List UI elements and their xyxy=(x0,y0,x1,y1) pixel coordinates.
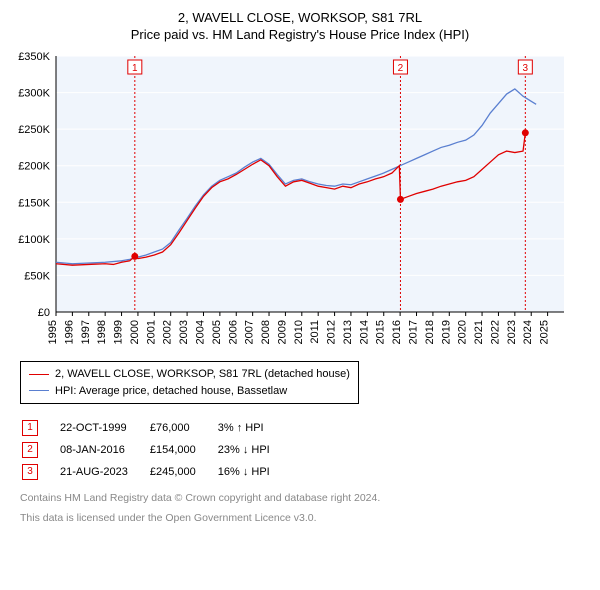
svg-text:1997: 1997 xyxy=(80,320,92,344)
sale-price: £76,000 xyxy=(150,418,216,438)
svg-text:2: 2 xyxy=(398,63,404,74)
svg-text:2008: 2008 xyxy=(260,320,272,344)
svg-text:£250K: £250K xyxy=(18,124,50,136)
svg-text:£0: £0 xyxy=(38,307,50,319)
svg-text:£50K: £50K xyxy=(24,270,50,282)
svg-text:1995: 1995 xyxy=(47,320,59,344)
svg-text:2007: 2007 xyxy=(244,320,256,344)
svg-text:2001: 2001 xyxy=(145,320,157,344)
svg-text:2015: 2015 xyxy=(375,320,387,344)
svg-text:2013: 2013 xyxy=(342,320,354,344)
chart-subtitle: Price paid vs. HM Land Registry's House … xyxy=(10,27,590,42)
svg-text:2024: 2024 xyxy=(522,320,534,344)
svg-text:£300K: £300K xyxy=(18,88,50,100)
sale-delta: 23% ↓ HPI xyxy=(218,440,290,460)
svg-text:2000: 2000 xyxy=(129,320,141,344)
svg-text:2025: 2025 xyxy=(539,320,551,344)
svg-text:£100K: £100K xyxy=(18,234,50,246)
svg-text:1996: 1996 xyxy=(63,320,75,344)
svg-text:2021: 2021 xyxy=(473,320,485,344)
svg-text:£200K: £200K xyxy=(18,161,50,173)
svg-text:2006: 2006 xyxy=(227,320,239,344)
svg-text:2009: 2009 xyxy=(276,320,288,344)
svg-text:£350K: £350K xyxy=(18,51,50,63)
sale-row: 1 22-OCT-1999 £76,000 3% ↑ HPI xyxy=(22,418,290,438)
legend-swatch-hpi xyxy=(29,390,49,391)
legend-label-hpi: HPI: Average price, detached house, Bass… xyxy=(55,383,287,400)
svg-text:2020: 2020 xyxy=(457,320,469,344)
line-chart: £0 £50K £100K £150K £200K £250K £300K £350K 1995… xyxy=(10,50,570,350)
legend-swatch-price xyxy=(29,374,49,375)
svg-text:2010: 2010 xyxy=(293,320,305,344)
sales-table: 1 22-OCT-1999 £76,000 3% ↑ HPI2 08-JAN-2… xyxy=(20,416,292,484)
sale-marker: 1 xyxy=(22,420,38,436)
sale-delta: 3% ↑ HPI xyxy=(218,418,290,438)
sale-price: £245,000 xyxy=(150,462,216,482)
svg-text:2023: 2023 xyxy=(506,320,518,344)
sale-row: 3 21-AUG-2023 £245,000 16% ↓ HPI xyxy=(22,462,290,482)
svg-text:£150K: £150K xyxy=(18,197,50,209)
sale-date: 22-OCT-1999 xyxy=(60,418,148,438)
svg-text:2019: 2019 xyxy=(440,320,452,344)
sale-date: 08-JAN-2016 xyxy=(60,440,148,460)
legend-row-hpi: HPI: Average price, detached house, Bass… xyxy=(29,383,350,400)
legend-row-price: 2, WAVELL CLOSE, WORKSOP, S81 7RL (detac… xyxy=(29,366,350,383)
sale-delta: 16% ↓ HPI xyxy=(218,462,290,482)
legend: 2, WAVELL CLOSE, WORKSOP, S81 7RL (detac… xyxy=(20,361,359,404)
sale-price: £154,000 xyxy=(150,440,216,460)
svg-text:2004: 2004 xyxy=(194,320,206,344)
footer-line-2: This data is licensed under the Open Gov… xyxy=(20,512,580,524)
sale-row: 2 08-JAN-2016 £154,000 23% ↓ HPI xyxy=(22,440,290,460)
footer-line-1: Contains HM Land Registry data © Crown c… xyxy=(20,492,580,504)
sale-marker: 3 xyxy=(22,464,38,480)
sale-date: 21-AUG-2023 xyxy=(60,462,148,482)
chart-area: £0 £50K £100K £150K £200K £250K £300K £350K 1995… xyxy=(10,50,590,353)
svg-text:2016: 2016 xyxy=(391,320,403,344)
sale-marker: 2 xyxy=(22,442,38,458)
svg-text:2018: 2018 xyxy=(424,320,436,344)
svg-text:2003: 2003 xyxy=(178,320,190,344)
svg-text:1998: 1998 xyxy=(96,320,108,344)
svg-text:2012: 2012 xyxy=(326,320,338,344)
legend-label-price: 2, WAVELL CLOSE, WORKSOP, S81 7RL (detac… xyxy=(55,366,350,383)
svg-text:2014: 2014 xyxy=(358,320,370,344)
svg-text:2011: 2011 xyxy=(309,320,321,344)
svg-text:2022: 2022 xyxy=(489,320,501,344)
svg-text:1999: 1999 xyxy=(113,320,125,344)
chart-title: 2, WAVELL CLOSE, WORKSOP, S81 7RL xyxy=(10,10,590,25)
svg-text:2017: 2017 xyxy=(408,320,420,344)
svg-text:3: 3 xyxy=(523,63,529,74)
svg-text:2002: 2002 xyxy=(162,320,174,344)
svg-text:1: 1 xyxy=(132,63,138,74)
svg-text:2005: 2005 xyxy=(211,320,223,344)
